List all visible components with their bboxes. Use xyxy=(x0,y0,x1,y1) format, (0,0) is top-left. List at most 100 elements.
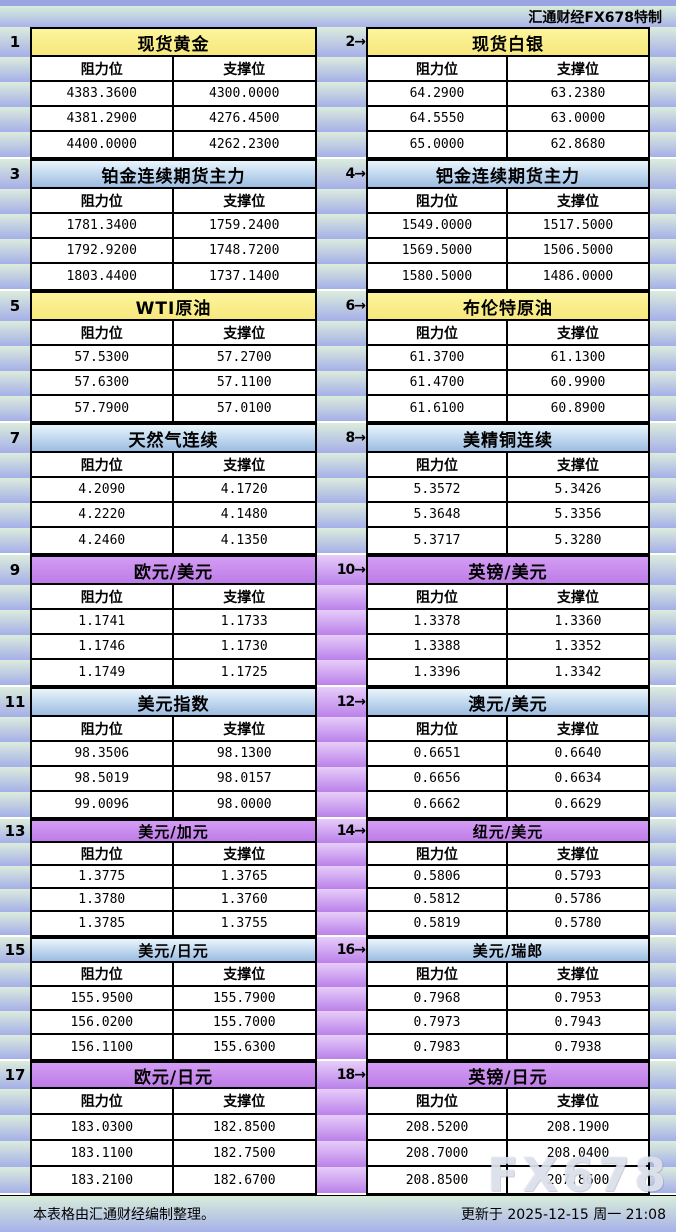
stripe-cell xyxy=(650,82,676,107)
stripe-cell xyxy=(317,478,366,503)
stripe-cell xyxy=(317,264,366,289)
pair-number-label: 10→ xyxy=(317,555,366,585)
support-value: 98.1300 xyxy=(173,742,315,765)
stripe-cell xyxy=(317,214,366,239)
support-value: 4.1720 xyxy=(173,478,315,501)
stripe-cell xyxy=(0,717,30,742)
stripe-cell xyxy=(650,963,676,987)
table-row: 1.1741 1.1733 xyxy=(32,610,315,635)
stripe-cell xyxy=(317,1089,366,1115)
stripe-cell xyxy=(0,1011,30,1035)
stripe-cell xyxy=(650,189,676,214)
support-value: 1759.2400 xyxy=(173,214,315,237)
table-row: 61.4700 60.9900 xyxy=(368,371,648,396)
stripe-cell xyxy=(0,503,30,528)
instrument-table-right: 现货白银 阻力位 支撑位 64.2900 63.2380 64.5550 63.… xyxy=(366,27,650,159)
support-value: 1506.5000 xyxy=(508,239,648,262)
resistance-value: 4.2460 xyxy=(32,528,174,553)
resistance-value: 4381.2900 xyxy=(32,107,174,130)
col-header-support: 支撑位 xyxy=(508,1089,648,1113)
col-header-resistance: 阻力位 xyxy=(32,453,174,476)
col-header-resistance: 阻力位 xyxy=(32,585,174,608)
right-margin-column xyxy=(650,937,676,1061)
table-row: 0.7973 0.7943 xyxy=(368,1011,648,1035)
update-time: 更新于 2025-12-15 周一 21:08 xyxy=(460,1207,666,1223)
resistance-value: 183.1100 xyxy=(32,1141,174,1165)
stripe-cell xyxy=(0,767,30,792)
col-header-support: 支撑位 xyxy=(508,321,648,344)
stripe-cell xyxy=(0,912,30,935)
table-header-row: 阻力位 支撑位 xyxy=(32,585,315,610)
resistance-value: 183.2100 xyxy=(32,1167,174,1193)
instrument-table-left: WTI原油 阻力位 支撑位 57.5300 57.2700 57.6300 57… xyxy=(30,291,317,423)
stripe-cell xyxy=(0,107,30,132)
resistance-value: 156.1100 xyxy=(32,1035,174,1059)
support-value: 0.5780 xyxy=(508,912,648,935)
resistance-value: 0.5819 xyxy=(368,912,508,935)
support-value: 5.3356 xyxy=(508,503,648,526)
support-value: 1.3342 xyxy=(508,660,648,685)
resistance-value: 0.7968 xyxy=(368,987,508,1009)
col-header-resistance: 阻力位 xyxy=(368,453,508,476)
stripe-cell xyxy=(317,1035,366,1059)
stripe-cell xyxy=(317,1167,366,1193)
table-title: 欧元/日元 xyxy=(32,1063,315,1089)
stripe-cell xyxy=(317,660,366,685)
stripe-cell xyxy=(650,371,676,396)
row-number-column: 11 xyxy=(0,687,30,819)
table-row: 0.5812 0.5786 xyxy=(368,889,648,912)
instrument-table-left: 天然气连续 阻力位 支撑位 4.2090 4.1720 4.2220 4.148… xyxy=(30,423,317,555)
support-value: 0.5786 xyxy=(508,889,648,910)
table-header-row: 阻力位 支撑位 xyxy=(32,321,315,346)
row-number-column: 9 xyxy=(0,555,30,687)
col-header-support: 支撑位 xyxy=(173,57,315,80)
table-row: 1.3378 1.3360 xyxy=(368,610,648,635)
stripe-cell xyxy=(650,1167,676,1193)
resistance-value: 156.0200 xyxy=(32,1011,174,1033)
support-value: 98.0000 xyxy=(173,792,315,817)
pair-number-label: 8→ xyxy=(317,423,366,453)
top-accent-bar xyxy=(0,0,676,6)
stripe-cell xyxy=(650,107,676,132)
table-row: 1.3780 1.3760 xyxy=(32,889,315,912)
support-value: 207.8600 xyxy=(508,1167,648,1193)
instrument-table-left: 美元指数 阻力位 支撑位 98.3506 98.1300 98.5019 98.… xyxy=(30,687,317,819)
table-header-row: 阻力位 支撑位 xyxy=(368,57,648,82)
stripe-cell xyxy=(650,57,676,82)
support-value: 1.3360 xyxy=(508,610,648,633)
table-row: 1781.3400 1759.2400 xyxy=(32,214,315,239)
row-number-label: 17 xyxy=(0,1061,30,1089)
resistance-value: 1569.5000 xyxy=(368,239,508,262)
col-header-resistance: 阻力位 xyxy=(368,585,508,608)
resistance-value: 98.5019 xyxy=(32,767,174,790)
support-value: 60.9900 xyxy=(508,371,648,394)
col-header-resistance: 阻力位 xyxy=(32,843,174,864)
stripe-cell xyxy=(650,742,676,767)
col-header-support: 支撑位 xyxy=(508,189,648,212)
support-value: 0.6634 xyxy=(508,767,648,790)
table-row: 1549.0000 1517.5000 xyxy=(368,214,648,239)
resistance-value: 155.9500 xyxy=(32,987,174,1009)
stripe-cell xyxy=(650,291,676,321)
support-value: 1486.0000 xyxy=(508,264,648,289)
support-value: 155.6300 xyxy=(173,1035,315,1059)
support-value: 57.2700 xyxy=(173,346,315,369)
resistance-value: 57.7900 xyxy=(32,396,174,421)
resistance-value: 5.3572 xyxy=(368,478,508,501)
stripe-cell xyxy=(317,371,366,396)
row-number-column: 15 xyxy=(0,937,30,1061)
row-number-label: 5 xyxy=(0,291,30,321)
support-value: 60.8900 xyxy=(508,396,648,421)
pair-number-column: 8→ xyxy=(317,423,366,555)
row-number-label: 13 xyxy=(0,819,30,843)
table-row: 98.3506 98.1300 xyxy=(32,742,315,767)
pair-number-label: 18→ xyxy=(317,1061,366,1089)
stripe-cell xyxy=(650,610,676,635)
resistance-value: 1549.0000 xyxy=(368,214,508,237)
stripe-cell xyxy=(650,866,676,889)
stripe-cell xyxy=(0,742,30,767)
table-row: 4383.3600 4300.0000 xyxy=(32,82,315,107)
resistance-value: 5.3717 xyxy=(368,528,508,553)
table-title: 澳元/美元 xyxy=(368,689,648,717)
col-header-support: 支撑位 xyxy=(508,453,648,476)
